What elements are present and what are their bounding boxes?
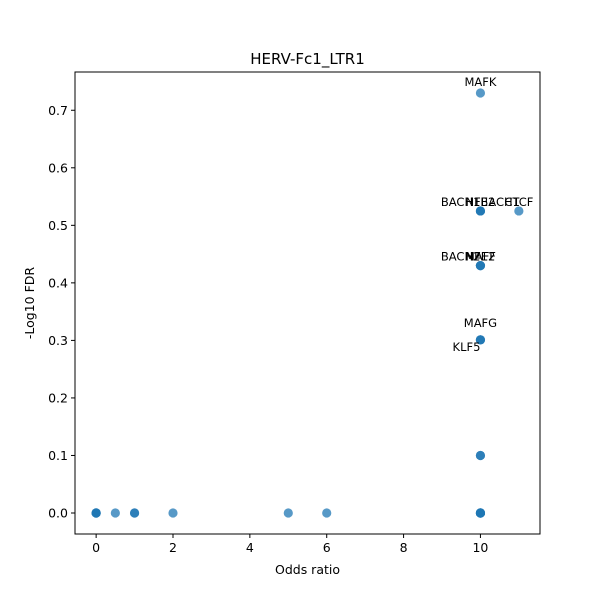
y-tick-label: 0.6 — [48, 160, 68, 175]
point-annotation: MAFF — [465, 250, 496, 264]
point-annotation: CTCF — [504, 195, 533, 209]
point-annotation: BACH1 — [480, 195, 520, 209]
data-point — [283, 508, 293, 518]
point-annotation: BACH2 — [441, 250, 481, 264]
data-points — [91, 88, 524, 518]
data-point — [475, 206, 486, 216]
point-annotation: NFE2 — [466, 195, 496, 209]
data-point — [475, 88, 486, 98]
x-tick-label: 0 — [92, 540, 100, 555]
y-tick-label: 0.2 — [48, 390, 68, 405]
y-tick-label: 0.3 — [48, 333, 68, 348]
data-point — [475, 508, 486, 518]
plot-frame — [74, 71, 541, 535]
point-annotation: MAFG — [464, 316, 497, 330]
y-axis-label: -Log10 FDR — [22, 267, 37, 340]
axis-ticks: 0 2 4 6 8 10 0.0 0.1 0.2 0.3 0.4 0.5 0.6 0.7 — [48, 103, 488, 555]
y-tick-label: 0.7 — [48, 103, 68, 118]
data-point — [475, 261, 486, 271]
data-point — [475, 450, 486, 461]
data-point — [110, 508, 120, 518]
x-tick-label: 2 — [169, 540, 177, 555]
x-tick-label: 8 — [400, 540, 408, 555]
y-tick-label: 0.1 — [48, 448, 68, 463]
x-tick-label: 10 — [472, 540, 488, 555]
data-point — [475, 335, 486, 345]
data-point — [514, 206, 524, 216]
y-tick-label: 0.4 — [48, 275, 68, 290]
x-tick-label: 6 — [323, 540, 331, 555]
y-tick-label: 0.0 — [48, 506, 68, 521]
x-tick-label: 4 — [246, 540, 254, 555]
point-annotation: BACH1 — [441, 195, 481, 209]
y-tick-label: 0.5 — [48, 218, 68, 233]
data-point — [91, 508, 101, 518]
point-annotation: NFE2 — [466, 250, 496, 264]
data-point — [168, 508, 178, 518]
x-axis-label: Odds ratio — [275, 562, 340, 577]
data-point — [129, 508, 140, 518]
point-annotation: MAFK — [464, 75, 496, 89]
point-annotation: KLF5 — [453, 340, 481, 354]
data-point — [322, 508, 332, 518]
chart-title: HERV-Fc1_LTR1 — [250, 50, 365, 69]
